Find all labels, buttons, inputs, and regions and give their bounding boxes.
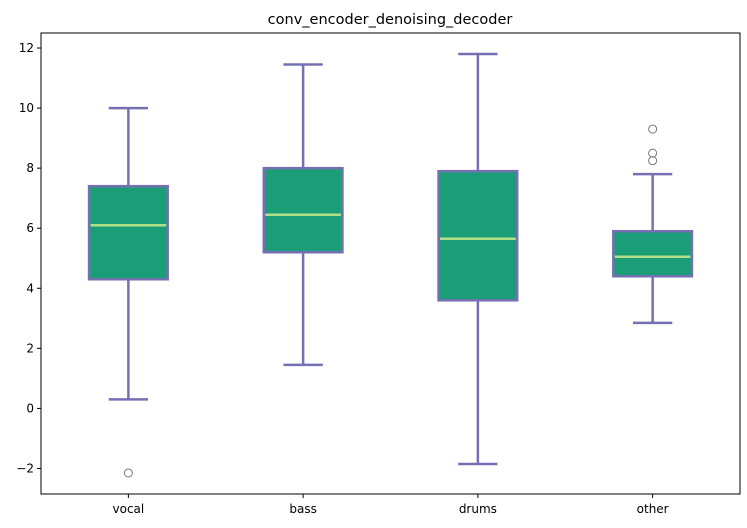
plot-area (87, 52, 694, 478)
y-tick-label: −2 (16, 461, 34, 475)
box-iqr (437, 169, 519, 302)
box-group-drums (437, 52, 519, 466)
y-tick-label: 10 (19, 101, 34, 115)
x-tick-label: bass (289, 502, 316, 516)
x-tick-label: other (637, 502, 669, 516)
x-tick-label: vocal (113, 502, 145, 516)
box-group-vocal (87, 106, 169, 478)
y-tick-label: 12 (19, 41, 34, 55)
box-iqr (612, 229, 694, 278)
y-tick-label: 6 (26, 221, 34, 235)
box-group-other (612, 124, 694, 325)
y-tick-label: 2 (26, 341, 34, 355)
y-tick-label: 0 (26, 401, 34, 415)
chart-title: conv_encoder_denoising_decoder (268, 12, 513, 28)
outlier-point (648, 156, 658, 166)
plot-frame (40, 32, 741, 495)
x-tick-label: drums (459, 502, 497, 516)
outlier-point (648, 148, 658, 158)
y-tick-label: 8 (26, 161, 34, 175)
box-group-bass (262, 63, 344, 367)
y-tick-label: 4 (26, 281, 34, 295)
box-iqr (262, 166, 344, 254)
outlier-point (648, 124, 658, 134)
outlier-point (123, 468, 133, 478)
axes: −2 0 2 4 6 8 10 12 vocal bass drums other (16, 32, 741, 516)
box-iqr (87, 184, 169, 281)
